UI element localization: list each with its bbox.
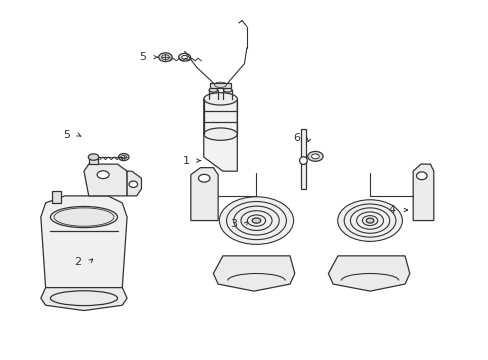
- Ellipse shape: [178, 53, 190, 61]
- Text: 5: 5: [62, 130, 70, 140]
- Ellipse shape: [299, 157, 306, 165]
- Polygon shape: [301, 129, 305, 189]
- Ellipse shape: [307, 152, 323, 161]
- Text: 4: 4: [388, 205, 395, 215]
- Text: 3: 3: [229, 219, 237, 229]
- Ellipse shape: [219, 197, 293, 244]
- Polygon shape: [412, 164, 433, 221]
- Polygon shape: [52, 191, 61, 203]
- Ellipse shape: [366, 218, 373, 223]
- Ellipse shape: [50, 207, 117, 228]
- Ellipse shape: [252, 218, 260, 223]
- Ellipse shape: [311, 154, 319, 159]
- Ellipse shape: [203, 93, 237, 105]
- Polygon shape: [127, 171, 141, 196]
- Ellipse shape: [203, 128, 237, 140]
- Polygon shape: [328, 256, 409, 291]
- Polygon shape: [89, 157, 98, 164]
- Text: 6: 6: [293, 133, 300, 143]
- Ellipse shape: [129, 181, 137, 188]
- Ellipse shape: [159, 53, 172, 62]
- Text: 2: 2: [74, 257, 81, 267]
- Polygon shape: [84, 164, 127, 196]
- Polygon shape: [41, 288, 127, 311]
- Polygon shape: [213, 256, 294, 291]
- Polygon shape: [209, 83, 231, 87]
- Ellipse shape: [337, 200, 402, 242]
- Ellipse shape: [416, 172, 426, 180]
- Ellipse shape: [223, 88, 232, 92]
- Text: 5: 5: [139, 52, 146, 62]
- Ellipse shape: [208, 88, 217, 92]
- Text: 1: 1: [182, 156, 189, 166]
- Ellipse shape: [118, 154, 129, 161]
- Ellipse shape: [198, 174, 209, 182]
- Ellipse shape: [182, 55, 187, 59]
- Ellipse shape: [88, 154, 99, 160]
- Polygon shape: [190, 168, 218, 221]
- Polygon shape: [203, 99, 237, 171]
- Ellipse shape: [97, 171, 109, 179]
- Polygon shape: [41, 196, 127, 294]
